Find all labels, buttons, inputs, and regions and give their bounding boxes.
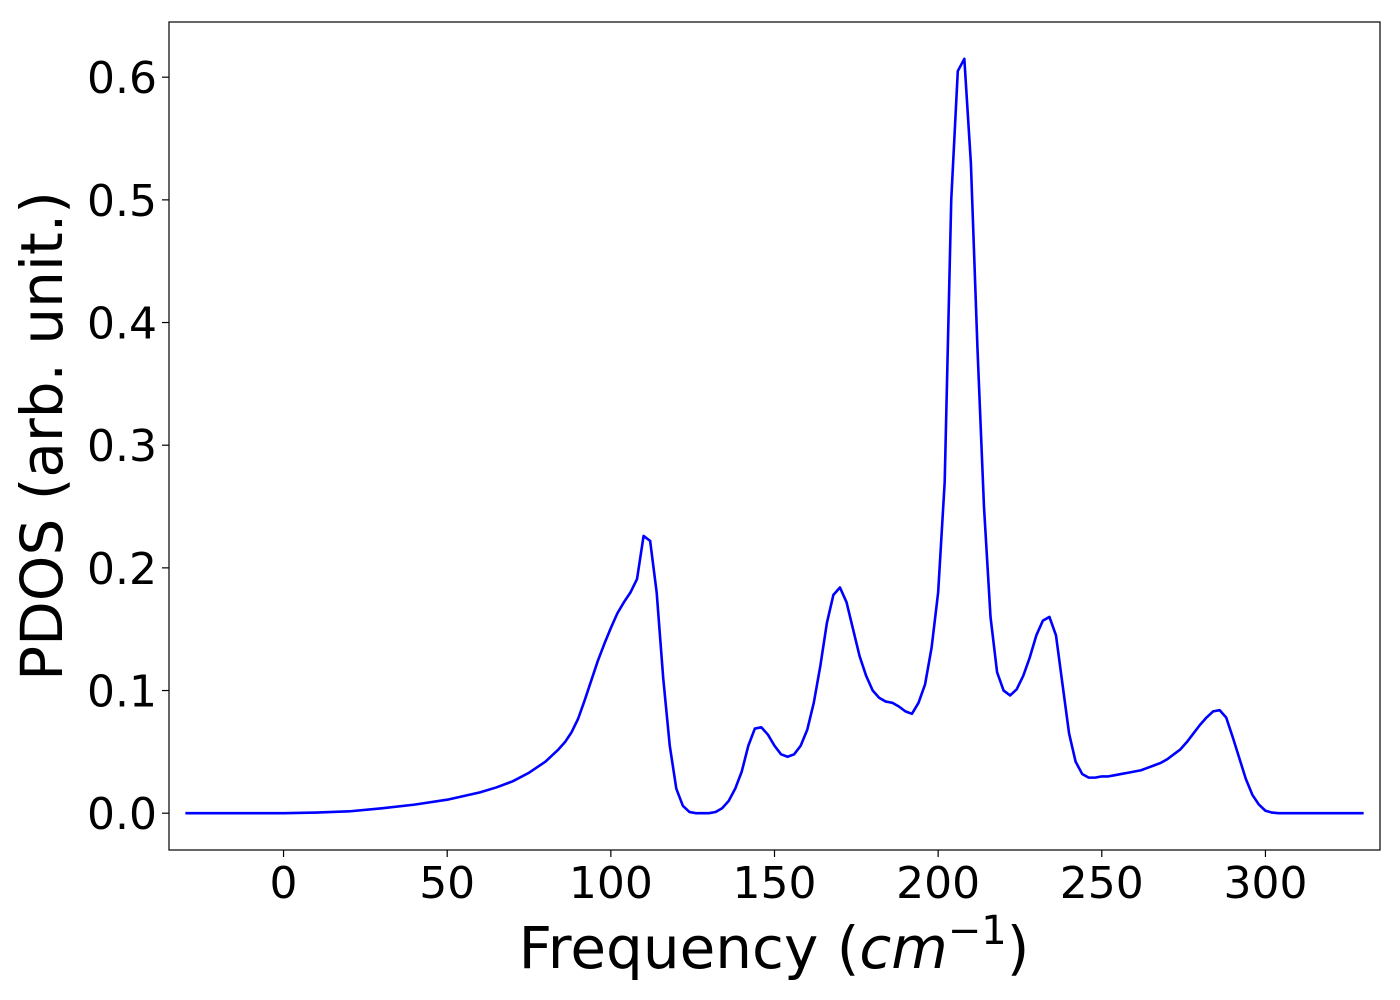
series-layer — [185, 57, 1364, 815]
x-tick-label: 250 — [1060, 858, 1144, 909]
plot-area — [168, 21, 1381, 851]
x-axis-title-math: cm — [859, 914, 947, 982]
x-axis-ticks: 0 50 100 150 200 250 300 — [270, 850, 1307, 909]
x-axis-title-close: ) — [1007, 914, 1030, 982]
x-tick-label: 50 — [419, 858, 475, 909]
y-tick-label: 0.4 — [87, 299, 157, 350]
y-tick-label: 0.3 — [87, 421, 157, 472]
pdos-series-line — [185, 57, 1364, 815]
x-axis-title: Frequency (cm−1) — [519, 908, 1030, 982]
x-tick-label: 100 — [569, 858, 653, 909]
y-tick-label: 0.5 — [87, 176, 157, 227]
x-axis-title-superscript: −1 — [948, 908, 1007, 954]
y-tick-label: 0.1 — [87, 667, 157, 718]
x-axis-title-text: Frequency ( — [519, 914, 860, 982]
y-tick-label: 0.0 — [87, 789, 157, 840]
y-axis-title: PDOS (arb. unit.) — [8, 191, 76, 681]
y-tick-label: 0.6 — [87, 53, 157, 104]
x-tick-label: 300 — [1223, 858, 1307, 909]
x-tick-label: 0 — [270, 858, 298, 909]
y-axis-ticks: 0.0 0.1 0.2 0.3 0.4 0.5 0.6 — [87, 53, 169, 840]
x-tick-label: 150 — [733, 858, 817, 909]
y-tick-label: 0.2 — [87, 544, 157, 595]
x-tick-label: 200 — [896, 858, 980, 909]
